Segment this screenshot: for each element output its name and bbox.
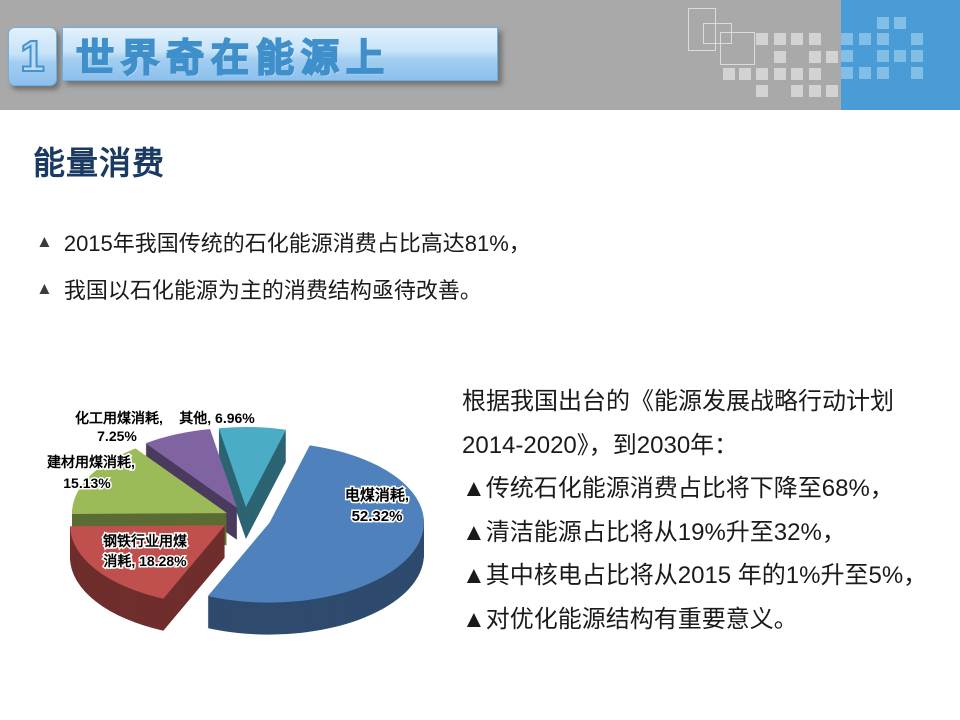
bullet-text: 2015年我国传统的石化能源消费占比高达81%，	[63, 230, 531, 256]
decor-square	[877, 67, 889, 79]
triangle-bullet-icon: ▲	[36, 278, 53, 298]
decor-square	[774, 51, 786, 63]
decor-square	[739, 68, 751, 80]
header-band: 1 世界奇在能源上	[0, 0, 960, 110]
decor-square	[841, 67, 853, 79]
decor-outline-square	[688, 8, 716, 51]
pie-slice-4	[218, 426, 286, 507]
bullet-list: ▲ 2015年我国传统的石化能源消费占比高达81%， ▲ 我国以石化能源为主的消…	[36, 218, 531, 312]
decor-square	[826, 51, 838, 63]
plan-line: ▲对优化能源结构有重要意义。	[462, 605, 798, 633]
pie-slice-0	[207, 445, 424, 603]
decor-square	[859, 67, 871, 79]
decor-square	[756, 33, 768, 45]
decor-square	[774, 33, 786, 45]
decor-square	[791, 33, 803, 45]
decor-square	[809, 33, 821, 45]
pie-slice-label: 化工用煤消耗,	[75, 410, 163, 426]
decor-square	[859, 33, 871, 45]
pie-slice-label: 52.32%	[352, 508, 403, 525]
decor-square	[894, 50, 906, 62]
decor-square	[841, 33, 853, 45]
plan-line: ▲其中核电占比将从2015 年的1%升至5%，	[462, 562, 928, 589]
pie-slice-3	[145, 429, 238, 508]
decor-square	[723, 68, 735, 80]
plan-text-panel: 根据我国出台的《能源发展战略行动计划 2014-2020》，到2030年： ▲传…	[462, 380, 954, 641]
pie-slice-label: 钢铁行业用煤	[103, 533, 188, 549]
decor-square	[877, 33, 889, 45]
decor-square	[911, 67, 923, 79]
decor-square	[826, 85, 838, 97]
decor-square	[791, 68, 803, 80]
plan-line: 2014-2020》，到2030年：	[462, 431, 739, 459]
bullet-item: ▲ 2015年我国传统的石化能源消费占比高达81%，	[36, 218, 531, 265]
decor-outline-square	[703, 23, 732, 44]
decor-square	[911, 33, 923, 45]
decor-square	[877, 50, 889, 62]
bullet-text: 我国以石化能源为主的消费结构亟待改善。	[63, 277, 482, 303]
pie-slice-label: 7.25%	[97, 428, 137, 444]
plan-line: ▲清洁能源占比将从19%升至32%，	[462, 518, 846, 546]
decor-square	[756, 68, 768, 80]
decor-square	[877, 17, 889, 29]
pie-slice-label: 消耗, 18.28%	[103, 553, 187, 569]
decor-square	[756, 85, 768, 97]
pie-slice-label: 15.13%	[63, 475, 111, 491]
decor-square	[791, 85, 803, 97]
decor-square	[911, 50, 923, 62]
decor-square	[774, 68, 786, 80]
pie-slice-label: 其他, 6.96%	[179, 410, 255, 426]
section-heading: 能量消费	[33, 145, 166, 181]
triangle-bullet-icon: ▲	[36, 231, 53, 251]
pie-slice-label: 电煤消耗,	[345, 486, 409, 504]
decor-square	[809, 68, 821, 80]
title-banner: 世界奇在能源上	[62, 27, 498, 81]
decor-outline-square	[720, 32, 755, 65]
slide-number-badge: 1	[8, 27, 57, 86]
slide-number: 1	[19, 31, 46, 81]
decor-square	[809, 51, 821, 63]
decor-square	[894, 17, 906, 29]
bullet-item: ▲ 我国以石化能源为主的消费结构亟待改善。	[36, 265, 531, 312]
pie-slice-1	[70, 525, 225, 599]
plan-line: ▲传统石化能源消费占比将下降至68%，	[462, 475, 894, 502]
pie-slice-2	[72, 448, 228, 514]
slide-title: 世界奇在能源上	[75, 37, 392, 81]
plan-line: 根据我国出台的《能源发展战略行动计划	[462, 388, 894, 415]
decor-square	[841, 50, 853, 62]
decor-square	[809, 85, 821, 97]
pie-slice-label: 建材用煤消耗,	[47, 454, 135, 470]
